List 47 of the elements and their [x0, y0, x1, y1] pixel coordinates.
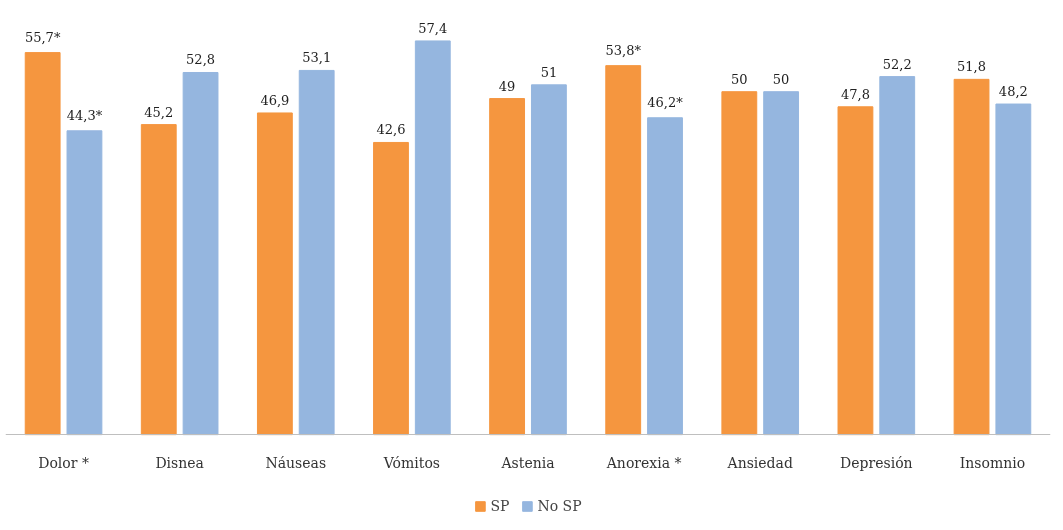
data-label: 50	[731, 71, 748, 87]
bar	[298, 69, 335, 436]
x-tick-label: Disnea	[155, 454, 204, 471]
bar	[953, 78, 990, 436]
bar	[414, 40, 451, 436]
data-label: 49	[498, 78, 516, 94]
legend-label: SP	[490, 498, 511, 514]
bar	[489, 98, 526, 436]
bar	[879, 76, 916, 436]
bar	[182, 71, 219, 436]
bar	[605, 65, 642, 436]
legend-label: No SP	[537, 498, 582, 514]
data-label: 55,7*	[24, 29, 61, 45]
data-label: 57,4	[418, 20, 448, 36]
bar	[530, 84, 567, 436]
data-label: 51	[540, 64, 558, 80]
data-label: 47,8	[840, 86, 870, 102]
data-label: 50	[772, 71, 790, 87]
x-tick-label: Dolor *	[38, 454, 89, 471]
bar	[24, 52, 61, 436]
data-label: 53,8*	[605, 42, 642, 58]
bar	[995, 103, 1032, 436]
bar	[763, 91, 800, 436]
data-label: 46,9	[260, 92, 290, 108]
x-tick-label: Ansiedad	[726, 454, 793, 471]
bar	[647, 117, 683, 436]
data-label: 52,8	[186, 52, 216, 68]
bar	[837, 106, 874, 436]
data-label: 52,2	[882, 56, 912, 72]
x-tick-label: Depresión	[840, 454, 913, 471]
data-label: 51,8	[957, 59, 987, 75]
data-label: 48,2	[998, 84, 1028, 100]
bar	[256, 112, 293, 436]
data-label: 46,2*	[647, 94, 684, 110]
bar	[140, 124, 177, 436]
x-tick-label: Anorexia *	[605, 454, 682, 471]
data-label: 44,3*	[66, 107, 103, 123]
x-tick-label: Astenia	[500, 454, 555, 471]
x-tick-label: Insomnio	[959, 454, 1026, 471]
bar	[721, 91, 758, 436]
bar	[66, 130, 103, 436]
bar	[373, 141, 409, 436]
data-label: 42,6	[376, 122, 406, 138]
x-tick-label: Vómitos	[382, 454, 441, 471]
data-label: 45,2	[144, 104, 174, 120]
x-tick-label: Náuseas	[265, 454, 327, 471]
data-label: 53,1	[302, 50, 332, 66]
